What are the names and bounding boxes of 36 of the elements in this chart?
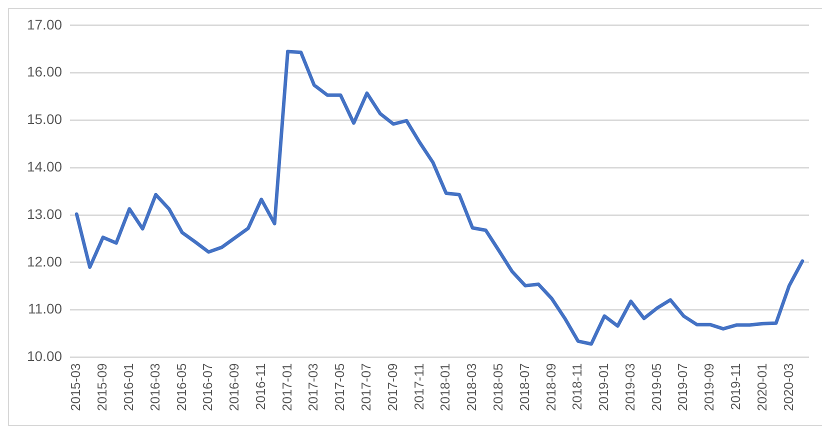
- x-tick-label: 2019-03: [622, 363, 638, 412]
- x-tick-label: 2020-03: [780, 363, 796, 412]
- y-tick-label: 17.00: [26, 16, 62, 32]
- x-tick-label: 2015-09: [94, 363, 110, 412]
- x-tick-label: 2016-07: [200, 363, 216, 412]
- x-tick-label: 2018-03: [464, 363, 480, 412]
- x-tick-label: 2018-07: [516, 363, 532, 412]
- y-tick-label: 14.00: [26, 158, 62, 174]
- y-tick-label: 11.00: [28, 300, 62, 317]
- x-tick-label: 2018-09: [543, 363, 558, 412]
- x-tick-label: 2017-07: [358, 363, 374, 412]
- x-tick-label: 2015-03: [68, 363, 84, 412]
- y-tick-label: 15.00: [26, 111, 62, 128]
- y-tick-label: 12.00: [26, 253, 62, 270]
- x-tick-label: 2017-01: [279, 363, 294, 412]
- x-tick-label: 2016-03: [147, 363, 162, 412]
- x-tick-label: 2016-01: [120, 363, 136, 412]
- x-tick-label: 2018-11: [570, 363, 585, 410]
- x-tick-label: 2019-05: [648, 363, 664, 412]
- x-tick-label: 2019-09: [702, 363, 717, 412]
- x-tick-label: 2016-05: [174, 363, 189, 412]
- x-tick-label: 2017-11: [411, 363, 426, 410]
- x-tick-label: 2017-03: [306, 363, 321, 412]
- x-tick-label: 2019-07: [675, 363, 690, 412]
- x-tick-label: 2017-05: [332, 363, 348, 412]
- x-tick-label: 2020-01: [754, 363, 770, 412]
- x-tick-label: 2017-09: [384, 363, 400, 412]
- y-tick-label: 10.00: [26, 348, 62, 364]
- x-tick-label: 2016-11: [252, 363, 268, 410]
- x-tick-label: 2018-05: [490, 363, 506, 412]
- y-tick-label: 13.00: [26, 206, 62, 222]
- y-tick-label: 16.00: [26, 64, 62, 80]
- x-tick-label: 2016-09: [226, 363, 242, 412]
- x-tick-label: 2018-01: [438, 363, 453, 412]
- x-tick-label: 2019-01: [596, 363, 612, 412]
- x-tick-label: 2019-11: [728, 363, 743, 410]
